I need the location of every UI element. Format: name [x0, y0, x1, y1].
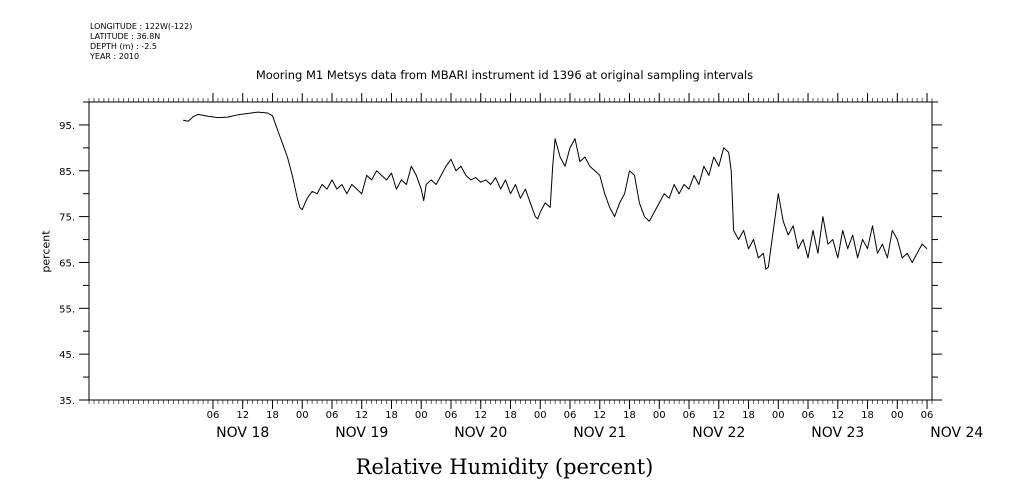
y-tick-label: 95.	[59, 121, 75, 132]
x-tick-label: 06	[564, 410, 577, 421]
x-axis-label: Relative Humidity (percent)	[355, 455, 654, 479]
x-tick-label: 12	[712, 410, 725, 421]
year-label: YEAR : 2010	[90, 52, 140, 61]
x-tick-label: 00	[653, 410, 666, 421]
x-tick-label: 00	[891, 410, 904, 421]
x-tick-label: 06	[207, 410, 220, 421]
y-tick-label: 35.	[59, 396, 75, 407]
x-tick-label: 00	[772, 410, 785, 421]
chart-title: Mooring M1 Metsys data from MBARI instru…	[255, 68, 754, 82]
humidity-series-line	[183, 111, 928, 270]
x-tick-label: 18	[385, 410, 398, 421]
x-day-label: NOV 21	[573, 425, 626, 441]
x-tick-label: 06	[326, 410, 339, 421]
x-tick-label: 18	[504, 410, 517, 421]
x-tick-label: 12	[831, 410, 844, 421]
y-tick-label: 85.	[59, 167, 75, 178]
x-minor-ticks	[88, 98, 933, 404]
x-day-label: NOV 23	[811, 425, 864, 441]
x-tick-label: 12	[474, 410, 487, 421]
x-tick-label: 00	[534, 410, 547, 421]
x-tick-label: 18	[266, 410, 279, 421]
x-tick-label: 06	[683, 410, 696, 421]
x-day-label: NOV 22	[692, 425, 745, 441]
x-tick-label: 18	[861, 410, 874, 421]
y-tick-label: 65.	[59, 258, 75, 269]
x-tick-label: 06	[445, 410, 458, 421]
x-tick-label: 00	[296, 410, 309, 421]
x-tick-label: 18	[742, 410, 755, 421]
y-tick-label: 75.	[59, 213, 75, 224]
y-tick-label: 45.	[59, 350, 75, 361]
y-tick-label: 55.	[59, 304, 75, 315]
x-tick-label: 00	[415, 410, 428, 421]
x-tick-label: 12	[593, 410, 606, 421]
x-day-label: NOV 19	[335, 425, 388, 441]
x-tick-label: 18	[623, 410, 636, 421]
longitude-label: LONGITUDE : 122W(-122)	[90, 22, 193, 31]
depth-label: DEPTH (m) : -2.5	[90, 42, 157, 51]
x-tick-label: 12	[236, 410, 249, 421]
x-tick-label: 12	[355, 410, 368, 421]
x-tick-label: 06	[921, 410, 934, 421]
plot-frame	[88, 101, 933, 401]
x-day-label: NOV 20	[454, 425, 507, 441]
plot-area: 06 12 18 00 06 12 18 00 06 12 18 00 06 12 18 00 06 12 18 00…	[59, 93, 983, 441]
latitude-label: LATITUDE : 36.8N	[90, 32, 161, 41]
x-day-label: NOV 18	[216, 425, 269, 441]
x-day-label: NOV 24	[930, 425, 983, 441]
x-tick-label: 06	[802, 410, 815, 421]
